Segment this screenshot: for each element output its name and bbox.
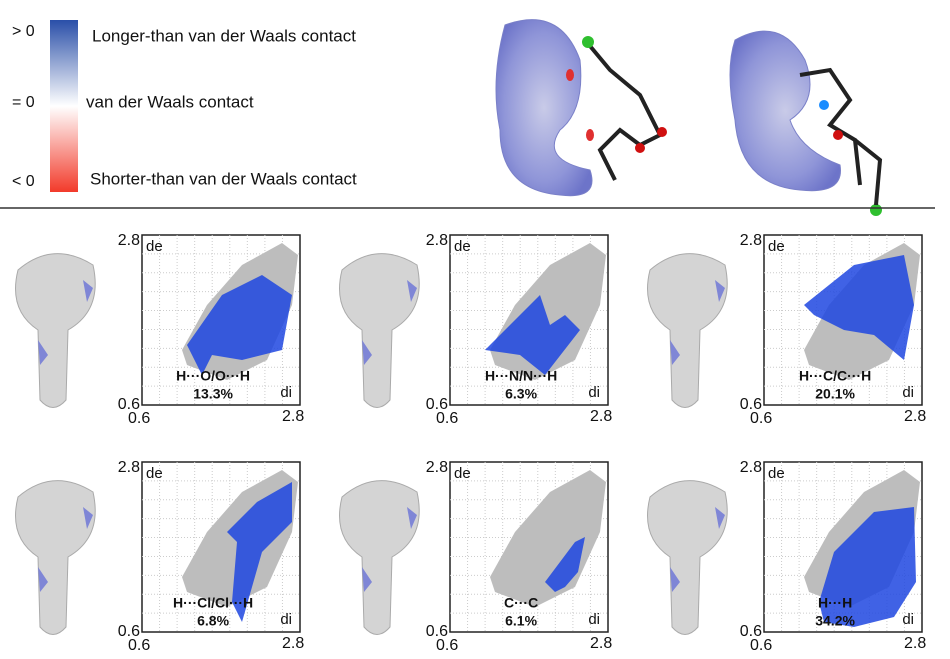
- x-max-label: 2.8: [904, 635, 926, 652]
- x-max-label: 2.8: [590, 635, 612, 652]
- x-min-label: 0.6: [750, 637, 772, 654]
- contact-cloud-selected: [804, 255, 914, 360]
- x-min-label: 0.6: [128, 410, 150, 427]
- fingerprint-panel: de di H···Cl/Cl···H 6.8% 2.8 0.60.6 2.8: [15, 459, 305, 654]
- scale-description: Shorter-than van der Waals contact: [90, 169, 357, 188]
- fingerprint-plot: de di H···Cl/Cl···H 6.8% 2.8 0.60.6 2.8: [118, 459, 305, 654]
- fingerprint-panel: de di H···H 34.2% 2.8 0.60.6 2.8: [647, 459, 927, 654]
- y-axis-label: de: [454, 465, 471, 482]
- y-max-label: 2.8: [118, 459, 140, 476]
- fingerprint-panel: de di H···N/N···H 6.3% 2.8 0.60.6 2.8: [339, 232, 613, 427]
- hirshfeld-patch: [670, 280, 725, 365]
- fingerprint-panel: de di H···C/C···H 20.1% 2.8 0.60.6 2.8: [647, 232, 927, 427]
- y-max-label: 2.8: [426, 232, 448, 249]
- x-min-label: 0.6: [128, 637, 150, 654]
- contact-cloud-selected: [485, 295, 580, 375]
- percentage-label: 6.1%: [505, 613, 537, 629]
- hirshfeld-patch: [38, 280, 93, 365]
- interaction-label: H···C/C···H: [799, 368, 871, 384]
- y-axis-label: de: [146, 238, 163, 255]
- x-axis-label: di: [280, 611, 292, 628]
- percentage-label: 34.2%: [815, 613, 855, 629]
- y-max-label: 2.8: [740, 459, 762, 476]
- color-scale: [50, 20, 78, 192]
- hirshfeld-surface: [15, 253, 96, 408]
- fingerprint-plot: de di C···C 6.1% 2.8 0.60.6 2.8: [426, 459, 613, 654]
- y-max-label: 2.8: [740, 232, 762, 249]
- percentage-label: 6.8%: [197, 613, 229, 629]
- x-min-label: 0.6: [436, 410, 458, 427]
- y-max-label: 2.8: [118, 232, 140, 249]
- x-axis-label: di: [280, 384, 292, 401]
- interaction-label: H···Cl/Cl···H: [173, 595, 253, 611]
- x-axis-label: di: [588, 611, 600, 628]
- y-axis-label: de: [768, 238, 785, 255]
- scale-description: van der Waals contact: [86, 92, 254, 111]
- y-min-label: 0.6: [740, 396, 762, 413]
- x-axis-label: di: [588, 384, 600, 401]
- y-axis-label: de: [146, 465, 163, 482]
- y-min-label: 0.6: [118, 623, 140, 640]
- interaction-label: H···H: [818, 595, 852, 611]
- contact-cloud-selected: [819, 507, 916, 627]
- fingerprint-plot: de di H···C/C···H 20.1% 2.8 0.60.6 2.8: [740, 232, 927, 427]
- y-min-label: 0.6: [426, 396, 448, 413]
- hirshfeld-surface-dnorm: [495, 19, 667, 197]
- hirshfeld-patch: [670, 507, 725, 592]
- x-axis-label: di: [902, 384, 914, 401]
- hirshfeld-surface: [15, 480, 96, 635]
- x-max-label: 2.8: [904, 408, 926, 425]
- hirshfeld-surface: [339, 480, 420, 635]
- y-max-label: 2.8: [426, 459, 448, 476]
- x-max-label: 2.8: [590, 408, 612, 425]
- interaction-label: H···O/O···H: [176, 368, 250, 384]
- hirshfeld-surface: [647, 480, 728, 635]
- y-axis-label: de: [768, 465, 785, 482]
- hirshfeld-patch: [362, 507, 417, 592]
- percentage-label: 6.3%: [505, 386, 537, 402]
- x-max-label: 2.8: [282, 635, 304, 652]
- x-max-label: 2.8: [282, 408, 304, 425]
- percentage-label: 13.3%: [193, 386, 233, 402]
- fingerprint-panel: de di H···O/O···H 13.3% 2.8 0.60.6 2.8: [15, 232, 305, 427]
- scale-label: < 0: [12, 173, 35, 190]
- scale-label: > 0: [12, 23, 35, 40]
- contact-cloud-selected: [187, 275, 292, 375]
- x-axis-label: di: [902, 611, 914, 628]
- contact-cloud-selected: [227, 482, 292, 622]
- fingerprint-plot: de di H···N/N···H 6.3% 2.8 0.60.6 2.8: [426, 232, 613, 427]
- y-min-label: 0.6: [740, 623, 762, 640]
- fingerprint-plot: de di H···H 34.2% 2.8 0.60.6 2.8: [740, 459, 927, 654]
- x-min-label: 0.6: [750, 410, 772, 427]
- scale-label: = 0: [12, 94, 35, 111]
- y-axis-label: de: [454, 238, 471, 255]
- y-min-label: 0.6: [426, 623, 448, 640]
- contact-cloud-selected: [545, 537, 585, 592]
- interaction-label: C···C: [504, 595, 538, 611]
- x-min-label: 0.6: [436, 637, 458, 654]
- fingerprint-plot: de di H···O/O···H 13.3% 2.8 0.60.6 2.8: [118, 232, 305, 427]
- hirshfeld-patch: [38, 507, 93, 592]
- percentage-label: 20.1%: [815, 386, 855, 402]
- y-min-label: 0.6: [118, 396, 140, 413]
- scale-description: Longer-than van der Waals contact: [92, 26, 356, 45]
- interaction-label: H···N/N···H: [485, 368, 557, 384]
- hirshfeld-surface-dnorm: [729, 30, 883, 216]
- hirshfeld-patch: [362, 280, 417, 365]
- hirshfeld-surface: [339, 253, 420, 408]
- hirshfeld-surface: [647, 253, 728, 408]
- fingerprint-panel: de di C···C 6.1% 2.8 0.60.6 2.8: [339, 459, 613, 654]
